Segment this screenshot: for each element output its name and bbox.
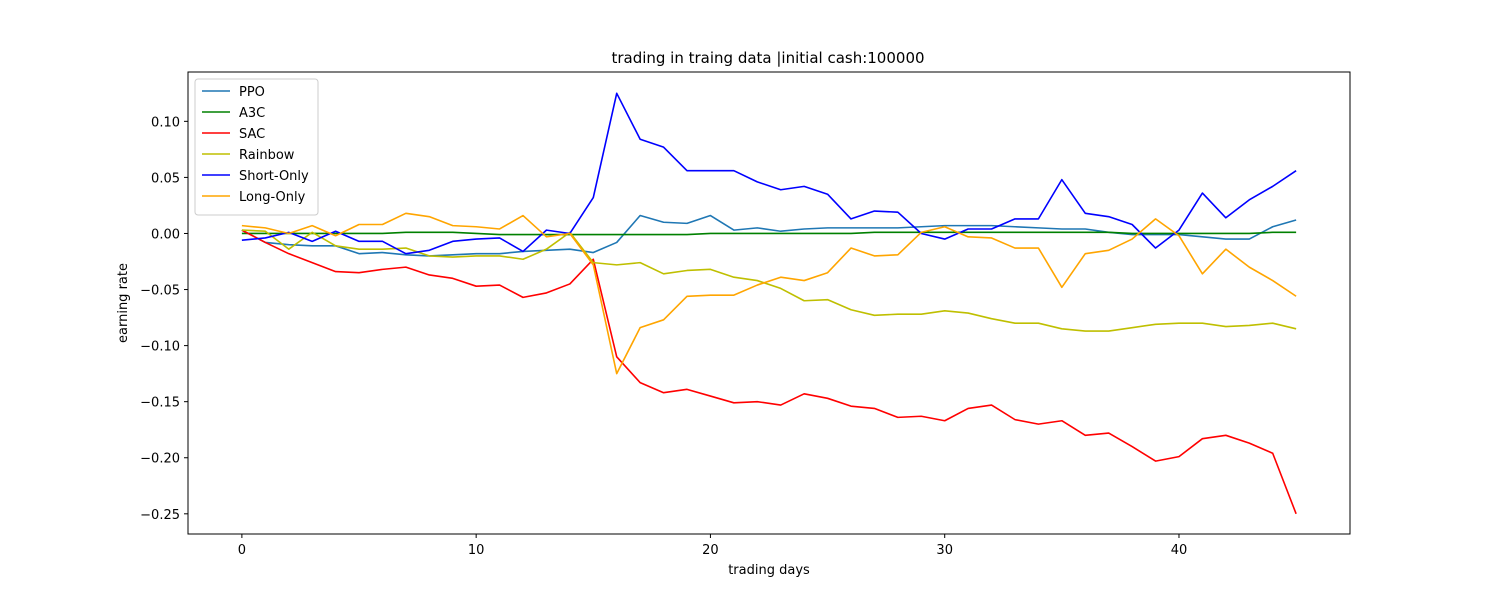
x-tick-label: 40	[1171, 543, 1188, 558]
x-axis-label: trading days	[728, 563, 810, 578]
series-layer	[241, 92, 1297, 515]
chart-title: trading in traing data |initial cash:100…	[611, 49, 924, 67]
y-tick-label: −0.05	[140, 284, 180, 299]
plot-frame	[187, 71, 1351, 535]
series-line-short-only	[241, 92, 1297, 255]
legend-label: SAC	[239, 127, 265, 142]
series-line-long-only	[241, 212, 1297, 375]
legend: PPO A3C SAC Rainbow Short-Only Long-Only	[194, 78, 319, 216]
y-tick-label: 0.05	[151, 171, 180, 186]
legend-label: Short-Only	[239, 169, 309, 184]
legend-label: PPO	[239, 85, 265, 100]
series-line-sac	[241, 229, 1297, 515]
y-tick-label: −0.15	[140, 396, 180, 411]
legend-box	[194, 78, 319, 216]
y-tick-label: −0.20	[140, 452, 180, 467]
x-axis-ticks: 0 10 20 30 40	[238, 534, 1188, 558]
x-tick-label: 20	[702, 543, 719, 558]
y-tick-label: 0.00	[151, 227, 180, 242]
y-tick-label: 0.10	[151, 115, 180, 130]
y-axis-ticks: 0.10 0.05 0.00 −0.05 −0.10 −0.15 −0.20 −0.25	[140, 115, 188, 523]
x-tick-label: 10	[468, 543, 485, 558]
y-tick-label: −0.10	[140, 340, 180, 355]
legend-label: Long-Only	[239, 190, 306, 205]
y-axis-label: earning rate	[116, 263, 131, 343]
x-tick-label: 30	[936, 543, 953, 558]
series-line-a3c	[241, 231, 1297, 236]
y-tick-label: −0.25	[140, 508, 180, 523]
legend-label: A3C	[239, 106, 265, 121]
legend-label: Rainbow	[239, 148, 295, 163]
x-tick-label: 0	[238, 543, 246, 558]
